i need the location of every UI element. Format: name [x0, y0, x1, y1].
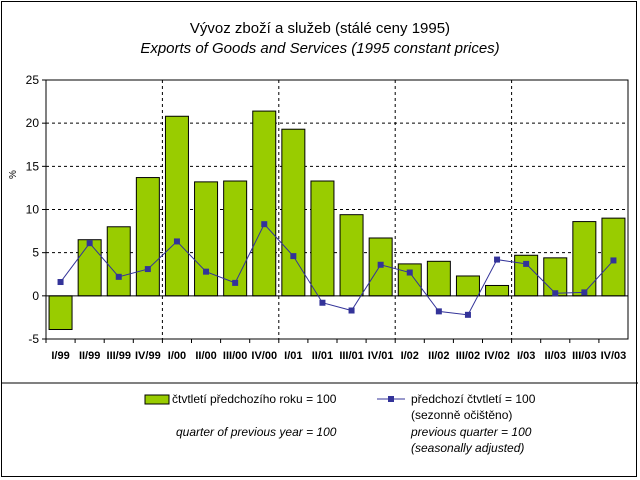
- bar: [77, 239, 102, 297]
- bar: [48, 295, 73, 331]
- line-marker: [581, 289, 588, 296]
- x-tick-label: II/99: [79, 350, 100, 362]
- chart-title: Vývoz zboží a služeb (stálé ceny 1995): [189, 20, 451, 37]
- line-marker: [552, 290, 559, 297]
- x-tick-label: I/03: [517, 350, 535, 362]
- bar: [223, 180, 248, 297]
- legend-line-label: předchozí čtvtletí = 100: [411, 392, 536, 406]
- x-tick-label: IV/99: [135, 350, 161, 362]
- bar: [426, 260, 451, 297]
- line-series: [60, 223, 614, 316]
- bar: [485, 284, 510, 297]
- line-marker: [348, 307, 355, 314]
- y-tick-label: -5: [28, 332, 39, 346]
- x-tick-label: III/99: [107, 350, 131, 362]
- legend-line-label-en: previous quarter = 100: [411, 425, 532, 439]
- line-marker: [203, 268, 210, 275]
- line-marker: [464, 311, 471, 318]
- legend-line-label-2: (sezonně očištěno): [411, 408, 513, 422]
- x-tick-label: II/00: [195, 350, 216, 362]
- bar: [310, 180, 335, 297]
- bar: [194, 181, 219, 297]
- bar: [572, 221, 597, 297]
- bar: [455, 275, 480, 297]
- line-marker: [435, 308, 442, 315]
- bar: [281, 128, 306, 297]
- legend-line-label-en-2: (seasonally adjusted): [411, 441, 525, 455]
- line-marker: [494, 256, 501, 263]
- y-tick-label: 25: [26, 73, 40, 87]
- x-tick-label: III/03: [572, 350, 596, 362]
- legend-bar-label-en: quarter of previous year = 100: [176, 425, 337, 439]
- y-tick-label: 15: [26, 159, 40, 173]
- line-marker: [377, 261, 384, 268]
- x-tick-label: IV/00: [251, 350, 277, 362]
- y-tick-label: 5: [32, 246, 39, 260]
- line-marker: [261, 221, 268, 228]
- x-tick-label: I/01: [284, 350, 302, 362]
- legend-bar-label: čtvtletí předchozího roku = 100: [172, 392, 337, 406]
- chart-subtitle: Exports of Goods and Services (1995 cons…: [140, 40, 500, 57]
- x-tick-label: II/01: [312, 350, 333, 362]
- x-tick-label: IV/03: [601, 350, 627, 362]
- x-tick-label: II/02: [428, 350, 449, 362]
- x-tick-label: IV/02: [484, 350, 510, 362]
- bar: [106, 226, 131, 297]
- x-tick-label: II/03: [545, 350, 566, 362]
- line-marker: [319, 299, 326, 306]
- line-marker: [115, 273, 122, 280]
- bar: [339, 214, 364, 297]
- line-marker: [232, 279, 239, 286]
- line-marker: [86, 240, 93, 247]
- x-tick-label: III/02: [456, 350, 480, 362]
- bar: [135, 177, 160, 297]
- bar: [601, 217, 626, 297]
- bar: [397, 263, 422, 297]
- x-tick-label: I/00: [168, 350, 186, 362]
- line-marker: [523, 260, 530, 267]
- x-tick-label: I/02: [401, 350, 419, 362]
- bar: [164, 115, 189, 297]
- x-tick-label: I/99: [51, 350, 69, 362]
- bar: [252, 110, 277, 297]
- y-tick-label: 0: [32, 289, 39, 303]
- line-marker: [290, 253, 297, 260]
- line-marker: [173, 238, 180, 245]
- line-marker: [610, 257, 617, 264]
- x-tick-label: IV/01: [368, 350, 394, 362]
- bar: [543, 257, 568, 297]
- line-marker: [57, 279, 64, 286]
- y-tick-label: 10: [26, 203, 40, 217]
- y-axis-label: %: [8, 170, 19, 179]
- x-tick-label: III/00: [223, 350, 247, 362]
- x-tick-label: III/01: [339, 350, 363, 362]
- line-marker: [406, 269, 413, 276]
- y-tick-label: 20: [26, 116, 40, 130]
- line-marker: [144, 266, 151, 273]
